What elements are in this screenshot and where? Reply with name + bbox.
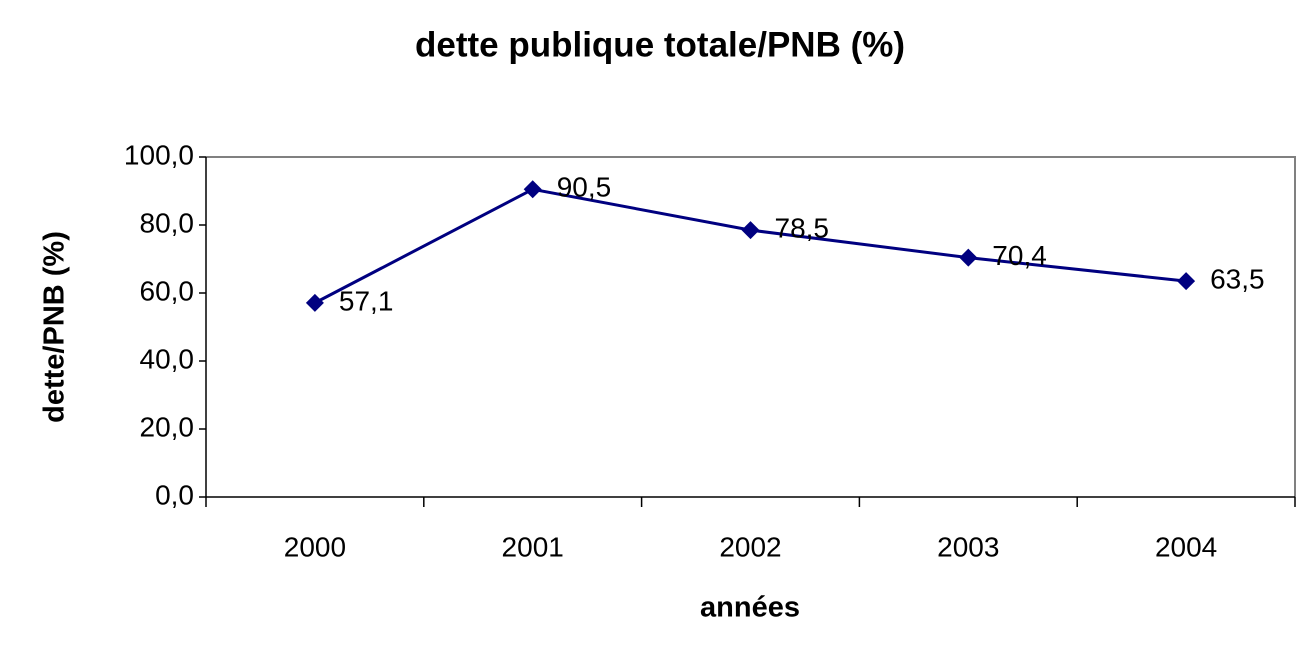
plot-border [206,156,1296,497]
y-tick-label: 40,0 [140,343,195,374]
y-tick-label: 100,0 [124,139,194,170]
y-tick-label: 60,0 [140,275,195,306]
x-tick-label: 2001 [502,531,564,562]
y-tick-label: 20,0 [140,411,195,442]
data-point [523,180,542,199]
x-tick-label: 2003 [937,531,999,562]
data-point [959,248,978,267]
data-label: 70,4 [992,240,1047,271]
y-tick-label: 80,0 [140,207,195,238]
data-point [1177,272,1196,291]
y-tick-label: 0,0 [155,479,194,510]
data-point [741,221,760,240]
data-point [305,293,324,312]
y-axis-label: dette/PNB (%) [39,231,71,423]
chart-title: dette publique totale/PNB (%) [415,25,905,64]
data-label: 63,5 [1210,263,1265,294]
data-label: 78,5 [775,212,830,243]
x-tick-label: 2000 [284,531,346,562]
x-tick-label: 2004 [1155,531,1217,562]
series-line [314,187,1187,305]
data-label: 90,5 [557,172,612,203]
x-tick-label: 2002 [719,531,781,562]
x-axis-label: années [700,592,800,624]
data-label: 57,1 [339,285,394,316]
